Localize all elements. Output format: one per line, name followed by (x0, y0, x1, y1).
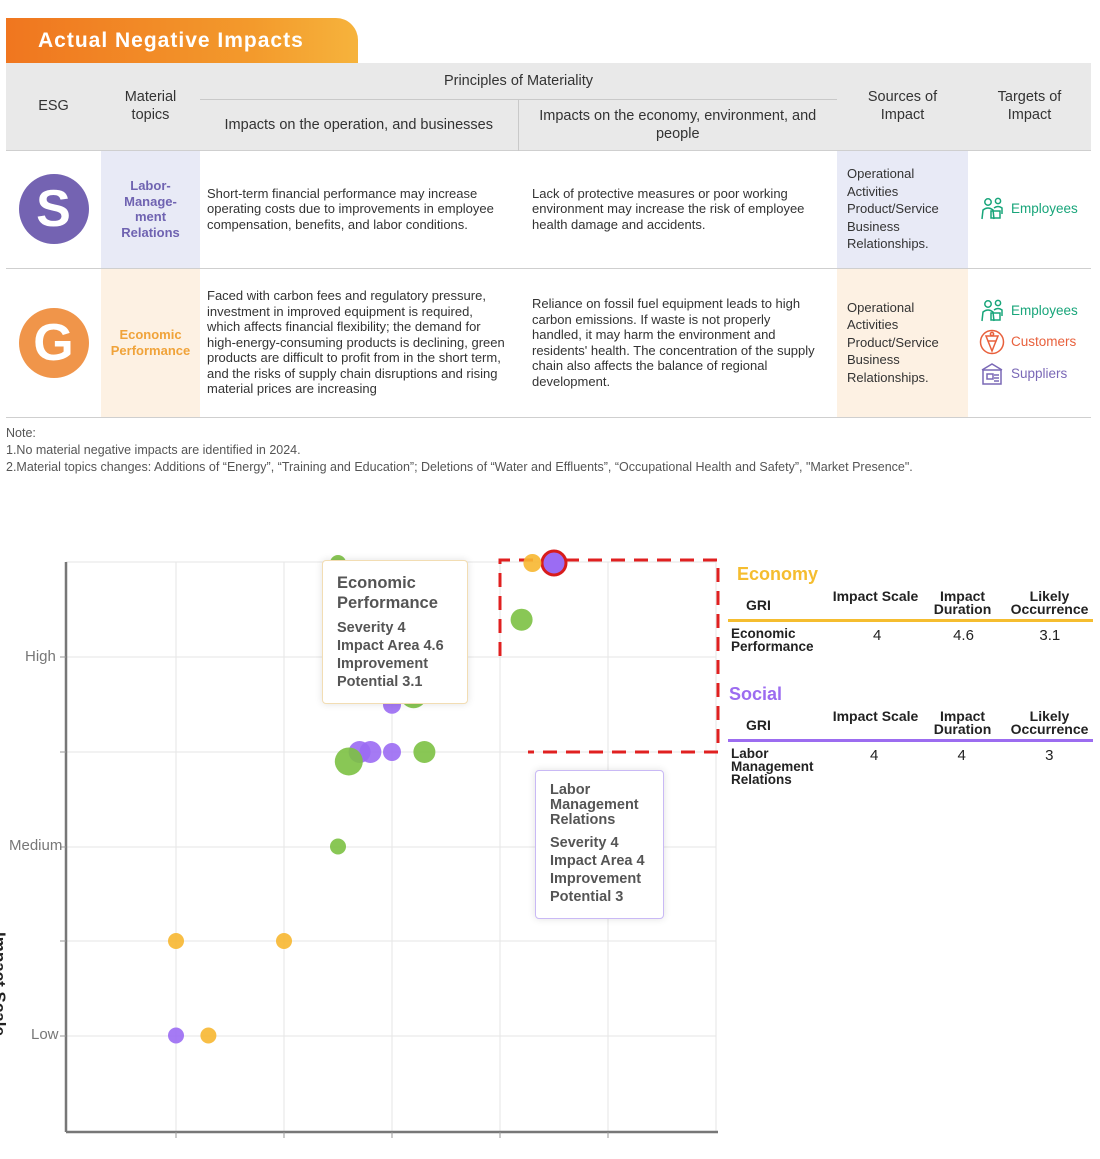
gri-col-header: Likely Occurrence (1010, 588, 1089, 617)
scatter-point-20 (168, 1027, 184, 1044)
section-banner: Actual Negative Impacts (6, 18, 358, 64)
target-customers: Customers (979, 329, 1090, 355)
scatter-point-21 (200, 1027, 217, 1044)
gri-row: Economic Performance 4 4.6 3.1 (728, 626, 1093, 654)
gri-columns: GRI Impact Scale Impact Duration Likely … (728, 588, 1093, 617)
scatter-point-16 (334, 747, 363, 776)
gri-value: 4.6 (953, 627, 974, 644)
gri-row: Labor Management Relations 4 4 3 (728, 746, 1093, 787)
y-axis-label: Impact Scale (0, 932, 9, 1036)
header-operation: Impacts on the operation, and businesses (200, 99, 519, 150)
header-esg: ESG (6, 63, 101, 150)
gri-col-header: Impact Duration (933, 588, 992, 617)
chart-ticks (60, 656, 609, 1138)
target-employees: Employees (979, 299, 1090, 323)
tooltip-line: Improvement Potential 3.1 (337, 656, 429, 690)
tooltip-title: Labor Management Relations (550, 782, 639, 828)
tooltip-title: Economic Performance (337, 574, 438, 612)
header-targets: Targets of Impact (968, 63, 1091, 150)
ytick-high: High (25, 648, 56, 665)
scatter-point-18 (168, 933, 184, 949)
target-employees: Employees (979, 197, 1090, 221)
scatter-point-2 (540, 549, 568, 577)
gri-heading: Economy (737, 564, 819, 584)
scatter-point-4 (510, 608, 533, 631)
scatter-point-15 (413, 741, 436, 763)
tooltip-labor-management: Labor Management Relations Severity 4 Im… (535, 770, 664, 919)
notes: Note: 1.No material negative impacts are… (6, 425, 913, 476)
gri-value: 4 (873, 627, 882, 644)
sources-cell: Operational Activities Product/Service B… (837, 150, 968, 268)
scatter-point-19 (276, 933, 292, 949)
sources-cell: Operational Activities Product/Service B… (837, 268, 968, 417)
material-topic-label: Labor-Manage-ment Relations (121, 178, 180, 240)
ytick-medium: Medium (9, 837, 63, 854)
gri-columns: GRI Impact Scale Impact Duration Likely … (728, 708, 1093, 737)
materiality-table: ESG Material topics Principles of Materi… (6, 63, 1091, 418)
scatter-point-14 (383, 743, 401, 761)
esg-cell-g: G (6, 268, 101, 417)
notes-label: Note: (6, 426, 36, 440)
gri-rule (728, 619, 1093, 622)
employees-icon (981, 299, 1003, 321)
gri-rule (728, 739, 1093, 742)
header-economy: Impacts on the economy, environment, and… (518, 99, 837, 150)
gri-col-header: Likely Occurrence (1010, 708, 1089, 737)
gri-col-header: Impact Scale (832, 708, 919, 724)
tooltip-economic-performance: Economic Performance Severity 4 Impact A… (322, 560, 468, 704)
suppliers-icon (981, 362, 1003, 385)
scatter-point-17 (330, 838, 346, 855)
tooltip-line: Improvement Potential 3 (550, 871, 642, 905)
esg-letter-s: S (18, 174, 89, 244)
note-item: 1.No material negative impacts are ident… (6, 443, 301, 457)
operation-impact: Short-term financial performance may inc… (207, 185, 494, 232)
gri-table-social: Social GRI Impact Scale Impact Duration … (728, 684, 1093, 786)
tooltip-line: Severity 4 (337, 620, 406, 636)
gri-col-header: Impact Scale (832, 588, 919, 604)
tooltip-line: Impact Area 4.6 (337, 638, 444, 654)
gri-heading: Social (729, 684, 783, 704)
table-row-labor: S Labor-Manage-ment Relations Short-term… (6, 150, 1091, 268)
employees-icon (981, 197, 1003, 220)
gri-value: 3 (1045, 747, 1054, 764)
esg-cell-s: S (6, 150, 101, 268)
gri-label: GRI (746, 717, 771, 733)
gri-table-economy: Economy GRI Impact Scale Impact Duration… (728, 564, 1093, 653)
gri-col-header: Impact Duration (933, 708, 992, 737)
gri-row-label: Labor Management Relations (731, 746, 814, 787)
tooltip-line: Impact Area 4 (550, 853, 645, 869)
topic-cell: Economic Performance (101, 268, 200, 417)
targets-cell: Employees (968, 150, 1091, 268)
highlight-zone-border (498, 558, 720, 754)
operation-impact: Faced with carbon fees and regulatory pr… (207, 288, 505, 397)
gri-label: GRI (746, 597, 771, 613)
economy-impact: Lack of protective measures or poor work… (532, 185, 805, 232)
gri-value: 4 (870, 747, 879, 764)
customers-icon (979, 329, 1005, 354)
header-sources: Sources of Impact (837, 63, 968, 150)
economy-impact: Reliance on fossil fuel equipment leads … (532, 296, 815, 389)
topic-cell: Labor-Manage-ment Relations (101, 150, 200, 268)
esg-letter-g: G (18, 307, 89, 378)
scatter-point-3 (523, 554, 542, 572)
header-material-topics: Material topics (101, 63, 200, 150)
tooltip-line: Severity 4 (550, 835, 619, 851)
targets-cell: Employees Customers Suppliers (968, 268, 1091, 417)
ytick-low: Low (31, 1026, 59, 1043)
target-suppliers: Suppliers (979, 361, 1090, 387)
table-row-economic: G Economic Performance Faced with carbon… (6, 268, 1091, 417)
header-principles: Principles of Materiality (200, 63, 837, 100)
note-item: 2.Material topics changes: Additions of … (6, 460, 913, 474)
material-topic-label: Economic Performance (110, 327, 191, 358)
gri-row-label: Economic Performance (731, 626, 814, 654)
gri-value: 3.1 (1039, 627, 1061, 644)
gri-value: 4 (957, 747, 966, 764)
